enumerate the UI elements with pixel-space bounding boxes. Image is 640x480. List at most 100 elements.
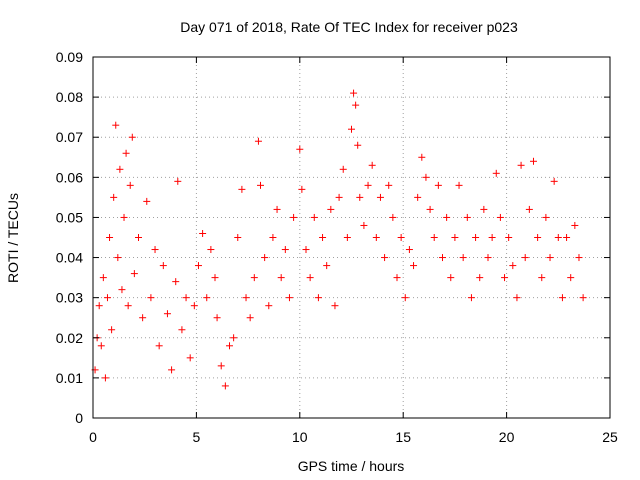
data-point [467,294,475,302]
data-point [99,274,107,282]
data-point [242,294,250,302]
data-point [199,229,207,237]
grid [93,57,610,418]
data-point [273,205,281,213]
data-point [372,234,380,241]
data-point [296,145,304,153]
data-point [354,141,362,149]
data-point [397,234,405,241]
data-point [174,177,182,185]
data-point [492,169,500,177]
data-point [186,354,194,362]
data-point [298,185,306,193]
y-tick-label: 0.07 [56,129,83,145]
data-point [542,213,550,221]
data-point [182,294,190,302]
data-point [168,366,176,374]
data-point [277,274,285,282]
y-tick-label: 0.02 [56,330,83,346]
data-point [376,193,384,201]
data-point [108,326,116,334]
data-point [130,270,138,278]
data-point [172,278,180,286]
data-point [364,181,372,189]
data-point [343,234,351,241]
data-point [207,246,215,254]
data-point [112,121,120,129]
y-tick-label: 0.08 [56,89,83,105]
data-point [290,213,298,221]
data-point [261,254,269,262]
data-point [517,161,525,169]
data-point [134,234,142,241]
data-point [360,221,368,229]
x-tick-label: 5 [193,429,201,445]
data-point [505,234,513,241]
data-point [418,153,426,161]
data-point [101,374,109,382]
data-point [509,262,517,270]
data-point [122,149,130,157]
y-tick-label: 0 [75,410,83,426]
x-axis-ticks: 0 5 10 15 20 25 [89,57,618,445]
data-point [110,193,118,201]
plot-frame [92,56,611,419]
data-point [118,286,126,294]
data-point [401,294,409,302]
data-point [538,274,546,282]
data-point [521,254,529,262]
data-point [143,197,151,205]
data-point [484,254,492,262]
data-point [159,262,167,270]
data-point [116,165,124,173]
data-point [434,181,442,189]
data-point [348,125,355,133]
data-point [558,294,566,302]
data-point [513,294,521,302]
data-point [350,89,358,97]
data-point [381,254,389,262]
data-point [147,294,155,302]
data-point [430,234,438,241]
data-point [563,234,571,241]
data-point [422,173,430,181]
data-point [455,181,463,189]
data-point [480,205,488,213]
data-point [265,302,273,310]
y-tick-label: 0.09 [56,49,83,65]
data-point [525,205,533,213]
data-point [501,274,509,282]
data-point [389,213,397,221]
data-point [463,213,471,221]
x-tick-label: 10 [292,429,308,445]
data-point [221,382,229,390]
data-point [103,294,111,302]
data-point [234,234,242,241]
data-point [114,254,122,262]
data-point [554,234,562,241]
data-point [331,302,339,310]
y-tick-label: 0.05 [56,209,83,225]
data-point [385,181,393,189]
data-point [203,294,211,302]
data-point [302,246,310,254]
data-point [534,234,542,241]
data-point [476,274,484,282]
data-point [472,234,480,241]
x-tick-label: 15 [395,429,411,445]
data-point [438,254,446,262]
data-point [339,165,347,173]
y-tick-label: 0.03 [56,290,83,306]
data-point [496,213,504,221]
data-point [178,326,186,334]
y-tick-label: 0.04 [56,250,83,266]
y-axis-label: ROTI / TECUs [5,193,21,283]
data-point [285,294,293,302]
data-point [410,262,418,270]
data-point [368,161,376,169]
data-point [139,314,147,322]
data-point [426,205,434,213]
y-tick-label: 0.06 [56,169,83,185]
data-points [91,89,587,390]
